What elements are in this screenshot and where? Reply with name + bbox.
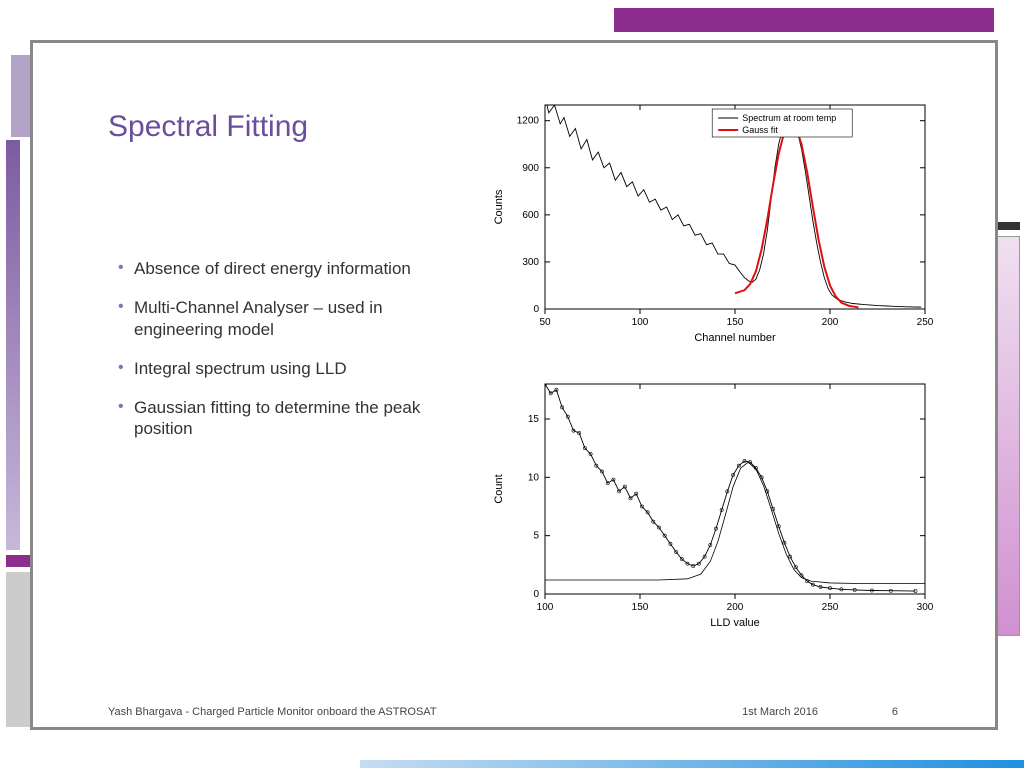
svg-text:150: 150 bbox=[632, 602, 649, 613]
svg-text:Spectrum at room temp: Spectrum at room temp bbox=[742, 113, 836, 123]
svg-text:LLD value: LLD value bbox=[710, 617, 760, 629]
svg-text:Count: Count bbox=[493, 474, 505, 503]
slide-title: Spectral Fitting bbox=[108, 110, 308, 144]
svg-text:Counts: Counts bbox=[493, 189, 505, 224]
svg-text:150: 150 bbox=[727, 317, 744, 328]
svg-text:Channel number: Channel number bbox=[694, 332, 776, 344]
bottom-blue-bar bbox=[360, 760, 1024, 768]
footer: Yash Bhargava - Charged Particle Monitor… bbox=[108, 706, 948, 718]
svg-text:10: 10 bbox=[528, 472, 540, 483]
svg-text:200: 200 bbox=[727, 602, 744, 613]
svg-text:0: 0 bbox=[533, 589, 539, 600]
svg-text:250: 250 bbox=[917, 317, 934, 328]
footer-page: 6 bbox=[892, 706, 898, 718]
svg-text:5: 5 bbox=[533, 531, 539, 542]
left-deco-gradient bbox=[6, 140, 20, 550]
svg-text:100: 100 bbox=[537, 602, 554, 613]
svg-text:250: 250 bbox=[822, 602, 839, 613]
svg-text:300: 300 bbox=[522, 257, 539, 268]
svg-text:600: 600 bbox=[522, 210, 539, 221]
bullet-item: Absence of direct energy information bbox=[118, 258, 458, 279]
svg-text:Gauss fit: Gauss fit bbox=[742, 125, 778, 135]
bullet-list: Absence of direct energy information Mul… bbox=[118, 258, 458, 458]
svg-text:50: 50 bbox=[539, 317, 551, 328]
spectrum-chart: 50 100 150 200 250 0 300 600 900 1200 Channel numb… bbox=[490, 95, 940, 345]
bullet-item: Gaussian fitting to determine the peak p… bbox=[118, 397, 458, 440]
lld-chart: 100 150 200 250 300 0 5 10 15 LLD value Count bbox=[490, 370, 940, 630]
svg-text:100: 100 bbox=[632, 317, 649, 328]
top-accent-bar bbox=[614, 8, 994, 32]
svg-text:1200: 1200 bbox=[517, 116, 540, 127]
svg-text:300: 300 bbox=[917, 602, 934, 613]
footer-date: 1st March 2016 bbox=[742, 706, 818, 718]
svg-text:900: 900 bbox=[522, 163, 539, 174]
bullet-item: Integral spectrum using LLD bbox=[118, 358, 458, 379]
footer-author: Yash Bhargava - Charged Particle Monitor… bbox=[108, 706, 437, 718]
svg-text:0: 0 bbox=[533, 304, 539, 315]
svg-text:200: 200 bbox=[822, 317, 839, 328]
svg-text:15: 15 bbox=[528, 414, 540, 425]
bullet-item: Multi-Channel Analyser – used in enginee… bbox=[118, 297, 458, 340]
